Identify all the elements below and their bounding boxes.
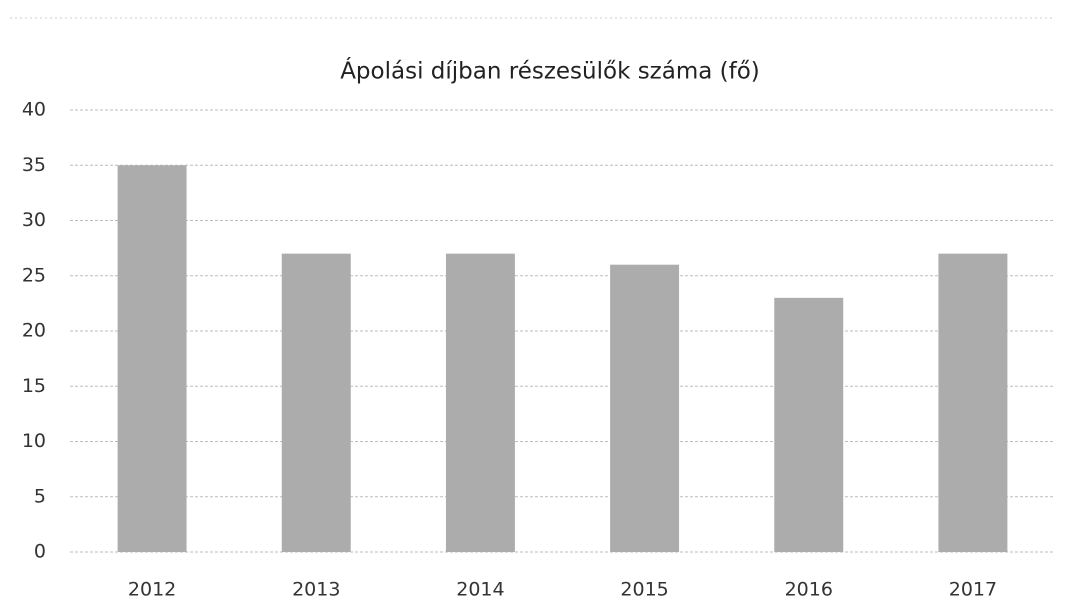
y-tick-label: 20 — [22, 320, 46, 342]
y-tick-label: 35 — [22, 154, 46, 176]
x-tick-label: 2016 — [785, 579, 833, 601]
x-tick-label: 2013 — [292, 579, 340, 601]
bar — [774, 297, 844, 552]
bar — [610, 264, 680, 552]
x-tick-label: 2014 — [456, 579, 504, 601]
bar — [445, 253, 515, 552]
y-tick-label: 40 — [22, 99, 46, 121]
chart-title: Ápolási díjban részesülők száma (fő) — [340, 57, 760, 85]
y-tick-label: 25 — [22, 264, 46, 286]
bar — [117, 165, 187, 552]
y-tick-label: 30 — [22, 209, 46, 231]
y-tick-label: 10 — [22, 430, 46, 452]
y-tick-label: 15 — [22, 375, 46, 397]
bar — [938, 253, 1008, 552]
x-tick-label: 2015 — [620, 579, 668, 601]
y-tick-label: 5 — [34, 485, 46, 507]
bar — [281, 253, 351, 552]
x-tick-label: 2012 — [128, 579, 176, 601]
y-tick-label: 0 — [34, 541, 46, 563]
x-tick-label: 2017 — [949, 579, 997, 601]
